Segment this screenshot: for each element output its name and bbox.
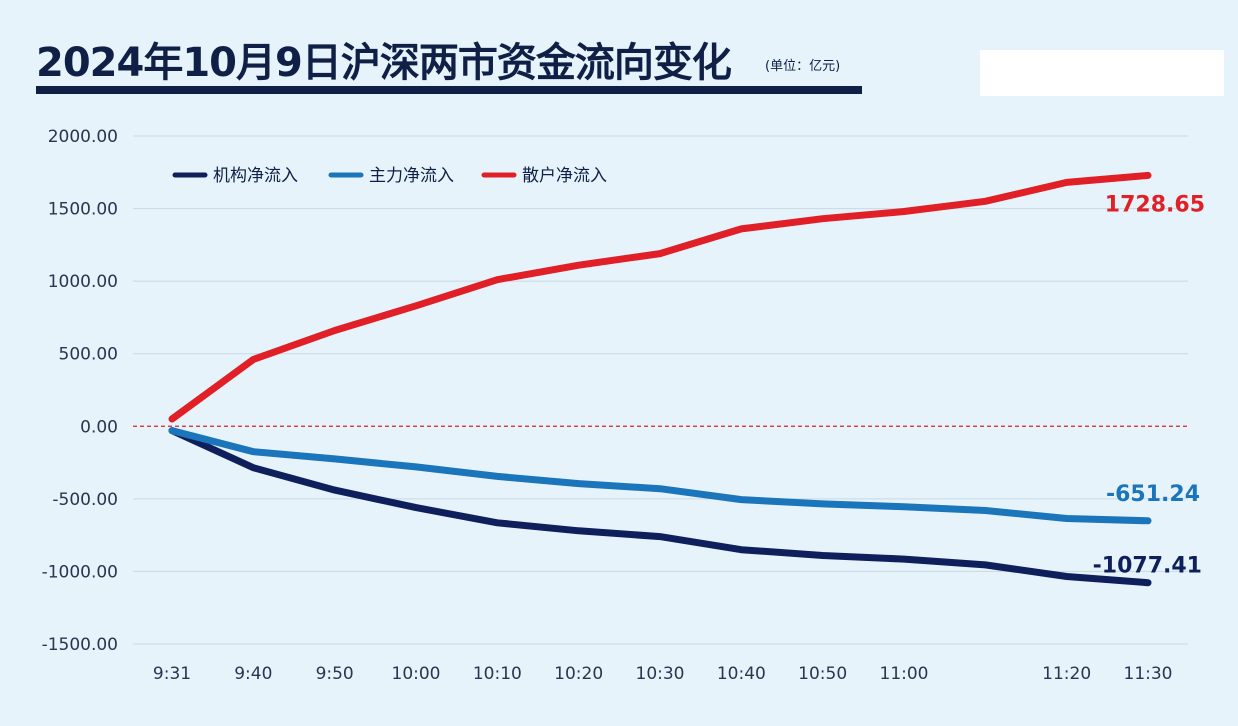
series-lines xyxy=(168,171,1152,587)
end-value-label: -651.24 xyxy=(1106,482,1200,507)
x-tick-label: 11:20 xyxy=(1042,664,1091,684)
end-value-label: 1728.65 xyxy=(1105,192,1205,217)
legend-label: 机构净流入 xyxy=(213,166,298,186)
series-line xyxy=(168,171,1152,423)
series-line xyxy=(168,427,1152,587)
y-tick-label: 500.00 xyxy=(59,345,118,365)
y-tick-label: 2000.00 xyxy=(48,127,118,147)
x-tick-label: 10:20 xyxy=(554,664,603,684)
x-tick-label: 9:40 xyxy=(234,664,272,684)
x-tick-label: 10:00 xyxy=(392,664,441,684)
end-value-label: -1077.41 xyxy=(1093,554,1202,579)
corner-blank-box xyxy=(980,50,1224,96)
x-tick-label: 10:40 xyxy=(717,664,766,684)
x-tick-label: 11:00 xyxy=(880,664,929,684)
unit-label: (单位：亿元) xyxy=(765,59,841,74)
legend-label: 主力净流入 xyxy=(369,166,454,186)
x-tick-label: 10:10 xyxy=(473,664,522,684)
end-labels: -1077.41 -651.24 1728.65 xyxy=(1093,192,1205,578)
x-tick-label: 9:50 xyxy=(316,664,354,684)
y-tick-label: -1000.00 xyxy=(42,562,118,582)
y-tick-label: 1000.00 xyxy=(48,272,118,292)
y-tick-label: -1500.00 xyxy=(42,635,118,655)
series-line xyxy=(168,427,1152,525)
x-axis-ticks: 9:31 9:40 9:50 10:00 10:10 10:20 10:30 10:40 10:… xyxy=(153,664,1173,684)
x-tick-label: 9:31 xyxy=(153,664,191,684)
y-tick-label: 0.00 xyxy=(80,417,118,437)
x-tick-label: 10:50 xyxy=(798,664,847,684)
chart-title: 2024年10月9日沪深两市资金流向变化 xyxy=(36,40,732,86)
x-tick-label: 10:30 xyxy=(636,664,685,684)
title-underline xyxy=(36,86,862,94)
legend-label: 散户净流入 xyxy=(522,166,607,186)
legend: 机构净流入 主力净流入 散户净流入 xyxy=(172,166,607,186)
y-tick-label: 1500.00 xyxy=(48,200,118,220)
x-tick-label: 11:30 xyxy=(1124,664,1173,684)
y-tick-label: -500.00 xyxy=(52,490,118,510)
y-axis-ticks: 2000.00 1500.00 1000.00 500.00 0.00 -500.00 -1… xyxy=(42,127,118,655)
